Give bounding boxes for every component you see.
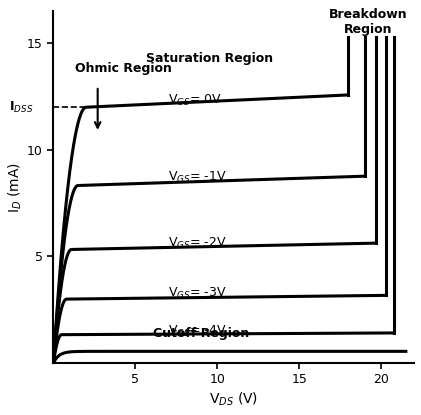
Text: Breakdown
Region: Breakdown Region <box>329 8 408 36</box>
Text: Cutoff Region: Cutoff Region <box>153 327 249 340</box>
Text: V$_{GS}$= 0V: V$_{GS}$= 0V <box>168 93 222 108</box>
Text: Ohmic Region: Ohmic Region <box>75 62 172 76</box>
Text: V$_{GS}$= -1V: V$_{GS}$= -1V <box>168 170 227 185</box>
Text: V$_{GS}$= -3V: V$_{GS}$= -3V <box>168 286 226 301</box>
Text: V$_{GS}$= -4V: V$_{GS}$= -4V <box>168 324 227 339</box>
Y-axis label: I$_D$ (mA): I$_D$ (mA) <box>7 161 24 213</box>
Text: V$_{GS}$= -2V: V$_{GS}$= -2V <box>168 236 227 251</box>
Text: I$_{DSS}$: I$_{DSS}$ <box>9 100 34 115</box>
X-axis label: V$_{DS}$ (V): V$_{DS}$ (V) <box>209 391 258 408</box>
Text: Saturation Region: Saturation Region <box>146 52 273 65</box>
